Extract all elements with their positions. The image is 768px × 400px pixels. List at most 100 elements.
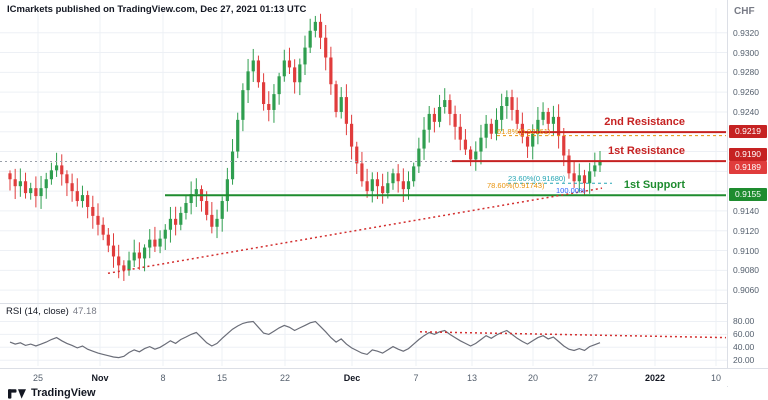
candle-body bbox=[86, 195, 90, 207]
time-axis-label: 22 bbox=[279, 373, 290, 383]
candle-body bbox=[158, 238, 162, 247]
time-axis-label: 8 bbox=[160, 373, 166, 383]
candle-body bbox=[277, 76, 281, 95]
time-axis-label: Dec bbox=[343, 373, 361, 383]
candle-body bbox=[474, 151, 478, 160]
candle-body bbox=[593, 165, 597, 172]
rsi-tick-label: 60.00 bbox=[733, 329, 755, 340]
price-tick-label: 0.9060 bbox=[733, 285, 759, 296]
candle-body bbox=[210, 214, 214, 227]
candle-body bbox=[598, 161, 602, 166]
candle-body bbox=[582, 175, 587, 184]
candle-body bbox=[551, 116, 556, 124]
candle-body bbox=[406, 181, 411, 190]
candle-body bbox=[111, 245, 116, 257]
price-badge: 0.9189 bbox=[729, 160, 767, 174]
candle-body bbox=[536, 119, 540, 134]
candle-body bbox=[106, 234, 110, 246]
candle-body bbox=[101, 224, 105, 235]
candle-body bbox=[96, 215, 100, 225]
candle-body bbox=[572, 173, 576, 182]
time-axis-label: Nov bbox=[91, 373, 109, 383]
time-scale[interactable]: 25 Nov 8 15 22 Dec 7 13 20 27 2022 10 bbox=[0, 368, 768, 386]
rsi-tick-label: 20.00 bbox=[733, 355, 755, 366]
candle-body bbox=[417, 148, 421, 167]
price-tick-label: 0.9260 bbox=[733, 87, 759, 98]
currency-label: CHF bbox=[734, 6, 755, 17]
time-axis-label: 27 bbox=[587, 373, 598, 383]
price-tick-label: 0.9280 bbox=[733, 67, 759, 78]
candle-body bbox=[370, 179, 374, 192]
candle-body bbox=[293, 67, 297, 83]
candle-body bbox=[541, 111, 545, 120]
candle-body bbox=[80, 195, 85, 202]
rsi-line bbox=[9, 320, 601, 359]
candle-body bbox=[230, 151, 235, 180]
price-tick-label: 0.9300 bbox=[733, 47, 759, 58]
candle-body bbox=[70, 183, 74, 192]
price-scale[interactable]: 0.93200.93000.92800.92600.92400.92200.92… bbox=[727, 0, 768, 387]
tradingview-brand-text[interactable]: TradingView bbox=[31, 386, 96, 399]
candle-body bbox=[261, 82, 266, 105]
time-axis-label: 25 bbox=[32, 373, 43, 383]
candle-body bbox=[401, 181, 405, 190]
candle-body bbox=[494, 119, 499, 134]
candle-body bbox=[272, 94, 276, 110]
candle-body bbox=[225, 179, 229, 202]
candle-body bbox=[308, 30, 312, 48]
candle-body bbox=[287, 60, 292, 68]
candle-body bbox=[153, 239, 157, 247]
candle-body bbox=[531, 133, 535, 147]
candle-body bbox=[510, 97, 514, 110]
candle-body bbox=[205, 201, 209, 215]
candle-body bbox=[44, 179, 48, 189]
price-tick-label: 0.9140 bbox=[733, 205, 759, 216]
tradingview-logo-icon bbox=[8, 389, 26, 399]
ascending-trendline bbox=[107, 187, 603, 275]
candle-body bbox=[365, 181, 369, 192]
candle-body bbox=[163, 229, 167, 239]
candle-body bbox=[303, 47, 307, 65]
candle-body bbox=[427, 113, 431, 130]
rsi-title-text: RSI (14, close) bbox=[6, 306, 69, 317]
time-axis-label: 2022 bbox=[644, 373, 666, 383]
candle-body bbox=[349, 123, 354, 147]
candle-body bbox=[489, 123, 493, 134]
price-tick-label: 0.9080 bbox=[733, 265, 759, 276]
candle-body bbox=[339, 97, 343, 112]
candle-body bbox=[344, 97, 349, 124]
price-tick-label: 0.9100 bbox=[733, 245, 759, 256]
candle-body bbox=[520, 123, 524, 137]
candle-body bbox=[432, 113, 436, 122]
publish-info: ICmarkets published on TradingView.com, … bbox=[7, 4, 307, 15]
candle-body bbox=[34, 188, 38, 197]
price-tick-label: 0.9320 bbox=[733, 27, 759, 38]
time-axis-label: 7 bbox=[413, 373, 419, 383]
candle-body bbox=[39, 188, 43, 197]
candle-body bbox=[500, 106, 504, 120]
candle-body bbox=[562, 135, 566, 156]
candle-body bbox=[65, 174, 69, 184]
rsi-tick-label: 80.00 bbox=[733, 316, 755, 327]
candle-body bbox=[142, 247, 147, 259]
candle-body bbox=[329, 57, 333, 85]
candle-body bbox=[256, 60, 261, 83]
candle-body bbox=[179, 212, 183, 225]
candle-body bbox=[525, 136, 530, 147]
candle-body bbox=[91, 206, 95, 216]
candle-body bbox=[49, 170, 54, 180]
candle-body bbox=[127, 260, 131, 271]
candle-body bbox=[18, 181, 22, 187]
candle-body bbox=[313, 21, 317, 31]
candle-body bbox=[484, 123, 488, 138]
candle-body bbox=[458, 126, 462, 140]
candle-body bbox=[505, 97, 509, 106]
candle-body bbox=[396, 173, 400, 182]
candle-body bbox=[375, 179, 380, 187]
candle-body bbox=[215, 218, 219, 227]
footer-brand: TradingView bbox=[8, 385, 96, 400]
time-axis-label: 10 bbox=[710, 373, 721, 383]
candle-body bbox=[168, 218, 173, 230]
candle-body bbox=[246, 71, 250, 91]
